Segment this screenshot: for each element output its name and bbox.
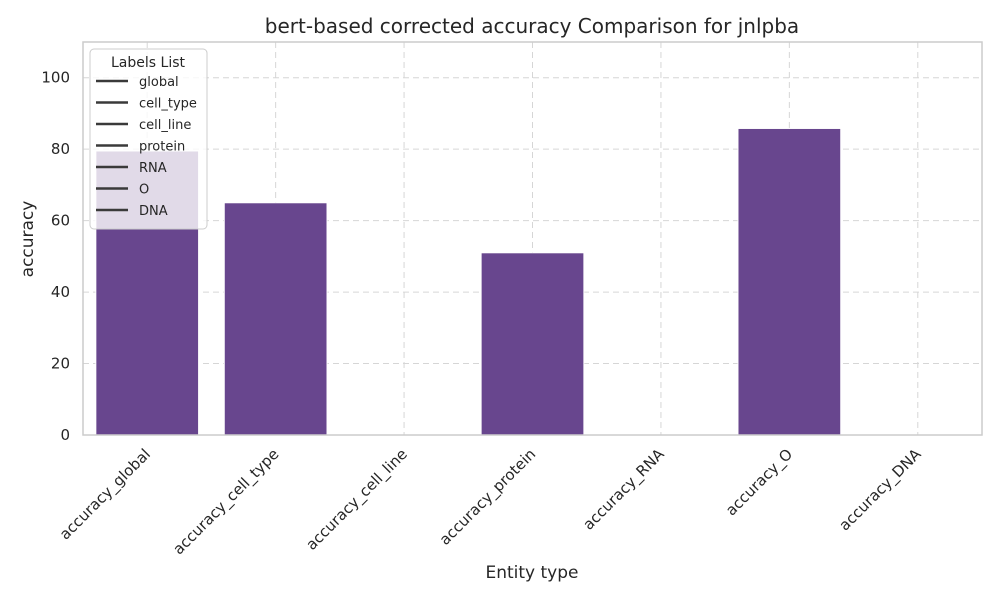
bars: [95, 127, 842, 436]
bar-accuracy_protein: [480, 252, 585, 436]
x-tick-label: accuracy_O: [722, 445, 797, 520]
legend-entry-protein: protein: [139, 140, 185, 155]
x-tick-label: accuracy_RNA: [579, 445, 669, 535]
y-tick-label: 100: [41, 69, 70, 87]
plot-frame: [82, 41, 983, 436]
x-tick-label: accuracy_global: [56, 445, 155, 544]
legend-entry-cell_type: cell_type: [139, 97, 197, 112]
legend-box: [89, 48, 208, 230]
x-tick-labels: accuracy_global accuracy_cell_type accurac…: [56, 445, 926, 559]
y-axis-label: accuracy: [18, 201, 38, 278]
x-tick-label: accuracy_cell_type: [169, 445, 283, 559]
legend-entry-RNA: RNA: [139, 161, 167, 176]
legend-entry-global: global: [139, 75, 179, 90]
chart-title: bert-based corrected accuracy Comparison…: [265, 14, 799, 38]
y-tick-labels: 0 20 40 60 80 100: [41, 69, 70, 444]
y-tick-label: 40: [51, 283, 70, 301]
legend-entry-DNA: DNA: [139, 204, 168, 219]
x-tick-label: accuracy_cell_line: [302, 445, 411, 554]
y-tick-label: 60: [51, 212, 70, 230]
legend-entry-cell_line: cell_line: [139, 118, 191, 133]
y-tick-label: 80: [51, 140, 70, 158]
bar-accuracy_O: [737, 127, 842, 436]
x-tick-label: accuracy_DNA: [835, 445, 925, 535]
y-tick-label: 20: [51, 355, 70, 373]
x-tick-label: accuracy_protein: [436, 445, 540, 549]
x-axis-label: Entity type: [485, 563, 578, 583]
legend-title: Labels List: [111, 55, 185, 71]
bar-accuracy_cell_type: [223, 202, 328, 436]
y-tick-label: 0: [60, 426, 70, 444]
legend: Labels List global cell_type cell_lineprot…: [89, 48, 208, 230]
legend-entry-O: O: [139, 183, 149, 198]
